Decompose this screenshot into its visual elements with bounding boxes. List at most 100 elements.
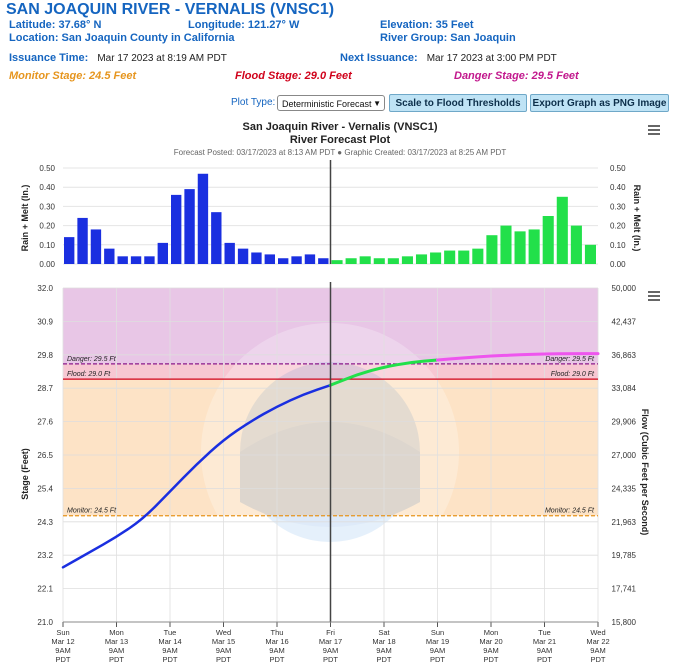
rain-bar-observed bbox=[291, 256, 302, 264]
stage-xtick-line: Mon bbox=[484, 628, 499, 637]
issuance-time: Issuance Time: Mar 17 2023 at 8:19 AM PD… bbox=[9, 52, 227, 64]
stage-xtick-line: 9AM bbox=[376, 646, 391, 655]
rain-bar-forecast bbox=[458, 250, 470, 264]
rain-bar-forecast bbox=[331, 260, 343, 264]
stage-xtick-line: 9AM bbox=[162, 646, 177, 655]
stage-xtick-line: Mar 15 bbox=[212, 637, 235, 646]
stage-flow-chart: Danger: 29.5 Ft Danger: 29.5 Ft Flood: 29.… bbox=[20, 282, 650, 664]
rain-bar-observed bbox=[77, 217, 88, 264]
stage-chart-menu-icon[interactable] bbox=[648, 291, 660, 301]
stage-xtick-line: PDT bbox=[216, 655, 231, 664]
stage-xtick-line: PDT bbox=[377, 655, 392, 664]
rain-bar-forecast bbox=[444, 250, 456, 264]
rain-y-axis-label-left: Rain + Melt (In.) bbox=[20, 185, 30, 252]
rain-bar-forecast bbox=[584, 244, 596, 264]
flow-ytick: 17,741 bbox=[612, 585, 637, 594]
stage-ytick: 28.7 bbox=[37, 384, 53, 393]
monitor-threshold-label-right: Monitor: 24.5 Ft bbox=[545, 508, 595, 515]
chart-menu-icon[interactable] bbox=[648, 125, 660, 135]
rain-bar-observed bbox=[224, 242, 235, 264]
stage-xtick-line: Mar 19 bbox=[426, 637, 449, 646]
stage-ytick: 26.5 bbox=[37, 451, 53, 460]
rain-bar-forecast bbox=[359, 256, 371, 264]
rain-bar-observed bbox=[304, 254, 316, 264]
stage-xtick-line: Mar 13 bbox=[105, 637, 128, 646]
stage-ytick: 23.2 bbox=[37, 551, 53, 560]
rain-ytick-left: 0.10 bbox=[39, 241, 55, 250]
rain-bar-forecast bbox=[528, 229, 540, 264]
rain-bar-observed bbox=[64, 237, 75, 264]
export-png-button[interactable]: Export Graph as PNG Image bbox=[530, 94, 669, 112]
stage-xtick-line: Sun bbox=[56, 628, 69, 637]
observed-stage-line bbox=[61, 383, 332, 569]
stage-xtick-line: PDT bbox=[109, 655, 124, 664]
rain-bar-forecast bbox=[500, 225, 512, 264]
stage-ytick: 30.9 bbox=[37, 317, 53, 326]
rain-bar-forecast bbox=[345, 258, 357, 264]
flow-ytick: 36,863 bbox=[612, 351, 637, 360]
river-group: River Group: San Joaquin bbox=[380, 32, 516, 44]
forecast-stage-line bbox=[329, 358, 439, 387]
stage-xtick-line: PDT bbox=[430, 655, 445, 664]
flood-stage: Flood Stage: 29.0 Feet bbox=[235, 70, 352, 82]
rain-bar-observed bbox=[184, 189, 195, 264]
stage-xtick-line: 9AM bbox=[109, 646, 124, 655]
stage-xtick-line: Mar 21 bbox=[533, 637, 556, 646]
rain-ytick-left: 0.00 bbox=[39, 260, 55, 269]
stage-xtick-line: PDT bbox=[56, 655, 71, 664]
stage-xtick-line: Sun bbox=[431, 628, 444, 637]
rain-ytick-left: 0.50 bbox=[39, 164, 55, 173]
rain-bar-forecast bbox=[430, 252, 442, 264]
rain-bar-observed bbox=[171, 194, 182, 264]
rain-bar-observed bbox=[157, 242, 168, 264]
rain-ytick-left: 0.40 bbox=[39, 183, 55, 192]
rain-bar-observed bbox=[237, 248, 249, 264]
scale-to-flood-thresholds-button[interactable]: Scale to Flood Thresholds bbox=[389, 94, 527, 112]
stage-xtick-line: Mar 17 bbox=[319, 637, 342, 646]
rain-bar-forecast bbox=[542, 216, 554, 264]
flow-ytick: 24,335 bbox=[612, 484, 637, 493]
stage-xtick-line: Thu bbox=[271, 628, 284, 637]
flow-ytick: 15,800 bbox=[612, 618, 637, 627]
next-issuance: Next Issuance: Mar 17 2023 at 3:00 PM PD… bbox=[340, 52, 557, 64]
rain-bar-forecast bbox=[415, 254, 428, 264]
stage-xtick-line: Mar 14 bbox=[158, 637, 181, 646]
stage-xtick-line: Sat bbox=[378, 628, 390, 637]
flow-ytick: 33,084 bbox=[612, 384, 637, 393]
rain-bar-observed bbox=[144, 256, 155, 264]
stage-xtick-label: Tue Mar 21 9AM PDT bbox=[533, 628, 556, 664]
rain-ytick-right: 0.40 bbox=[610, 183, 626, 192]
stage-xtick-line: 9AM bbox=[430, 646, 445, 655]
rain-ytick-right: 0.50 bbox=[610, 164, 626, 173]
stage-xtick-line: Fri bbox=[326, 628, 335, 637]
rain-bar-observed bbox=[211, 212, 222, 264]
stage-xtick-label: Thu Mar 16 9AM PDT bbox=[265, 628, 288, 664]
flood-threshold-label-left: Flood: 29.0 Ft bbox=[67, 371, 111, 378]
flow-ytick: 27,000 bbox=[612, 451, 637, 460]
danger-stage: Danger Stage: 29.5 Feet bbox=[454, 70, 579, 82]
stage-xtick-line: 9AM bbox=[55, 646, 70, 655]
rain-bar-observed bbox=[251, 252, 262, 264]
rain-melt-chart: 0.00 0.00 0.10 0.10 0.20 0.20 0.30 0.30 0.40 0.40… bbox=[20, 160, 642, 269]
rain-bar-forecast bbox=[556, 196, 568, 264]
stage-xtick-line: PDT bbox=[591, 655, 606, 664]
stage-ytick: 25.4 bbox=[37, 484, 53, 493]
rain-bar-forecast bbox=[514, 231, 526, 264]
stage-xtick-label: Wed Mar 22 9AM PDT bbox=[586, 628, 609, 664]
rain-ytick-right: 0.30 bbox=[610, 202, 626, 211]
rain-ytick-right: 0.20 bbox=[610, 222, 626, 231]
rain-bar-forecast bbox=[373, 258, 385, 264]
plot-type-select[interactable]: Deterministic Forecast ▼ bbox=[277, 95, 385, 111]
location: Location: San Joaquin County in Californ… bbox=[9, 32, 235, 44]
rain-bar-forecast bbox=[401, 256, 413, 264]
elevation: Elevation: 35 Feet bbox=[380, 19, 474, 31]
stage-ytick: 29.8 bbox=[37, 351, 53, 360]
stage-xtick-label: Sun Mar 12 9AM PDT bbox=[51, 628, 74, 664]
issuance-label: Issuance Time: bbox=[9, 52, 89, 64]
danger-threshold-label-right: Danger: 29.5 Ft bbox=[545, 356, 595, 363]
stage-xtick-label: Sat Mar 18 9AM PDT bbox=[372, 628, 395, 664]
rain-bar-forecast bbox=[472, 248, 484, 264]
stage-xtick-label: Tue Mar 14 9AM PDT bbox=[158, 628, 181, 664]
stage-xtick-line: Mar 18 bbox=[372, 637, 395, 646]
stage-y-axis-label: Stage (Feet) bbox=[20, 448, 30, 500]
